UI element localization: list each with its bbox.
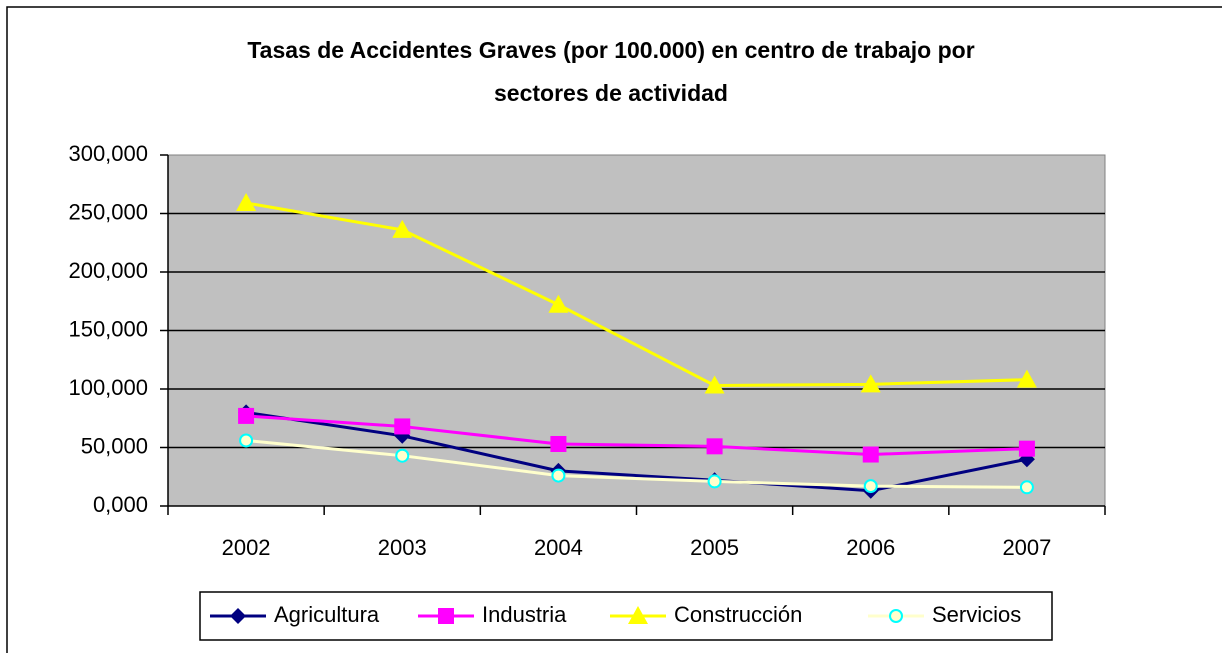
marker — [706, 438, 723, 455]
x-tick-label: 2006 — [846, 535, 895, 560]
legend-label: Construcción — [674, 602, 802, 627]
marker — [394, 418, 411, 435]
series-line — [245, 414, 1027, 457]
marker — [1019, 480, 1034, 495]
marker — [860, 374, 881, 393]
marker — [551, 468, 566, 483]
marker — [704, 375, 725, 394]
legend-label: Agricultura — [274, 602, 380, 627]
series-line — [245, 438, 1027, 489]
marker — [1018, 440, 1035, 457]
x-tick-label: 2004 — [534, 535, 583, 560]
marker — [230, 608, 246, 624]
marker — [862, 446, 879, 463]
x-tick-label: 2003 — [378, 535, 427, 560]
marker — [238, 407, 255, 424]
marker — [438, 608, 454, 624]
marker — [548, 294, 569, 313]
chart-title: Tasas de Accidentes Graves (por 100.000)… — [247, 37, 974, 106]
y-tick-label: 300,000 — [68, 141, 148, 166]
y-tick-label: 0,000 — [93, 492, 148, 517]
marker — [1016, 369, 1037, 388]
x-tick-label: 2002 — [222, 535, 271, 560]
marker — [236, 192, 257, 211]
marker — [628, 606, 648, 624]
title-line: Tasas de Accidentes Graves (por 100.000)… — [247, 37, 974, 63]
marker — [707, 474, 722, 489]
marker — [239, 433, 254, 448]
y-tick-label: 200,000 — [68, 258, 148, 283]
series-line — [245, 201, 1027, 387]
title-line: sectores de actividad — [494, 80, 728, 106]
marker — [889, 609, 903, 623]
y-tick-label: 150,000 — [68, 316, 148, 341]
x-tick-label: 2005 — [690, 535, 739, 560]
y-tick-label: 250,000 — [68, 199, 148, 224]
x-tick-label: 2007 — [1002, 535, 1051, 560]
marker — [392, 219, 413, 238]
marker — [550, 435, 567, 452]
legend-label: Servicios — [932, 602, 1021, 627]
legend-label: Industria — [482, 602, 567, 627]
marker — [863, 479, 878, 494]
marker — [395, 448, 410, 463]
y-tick-label: 50,000 — [81, 433, 148, 458]
y-tick-label: 100,000 — [68, 375, 148, 400]
